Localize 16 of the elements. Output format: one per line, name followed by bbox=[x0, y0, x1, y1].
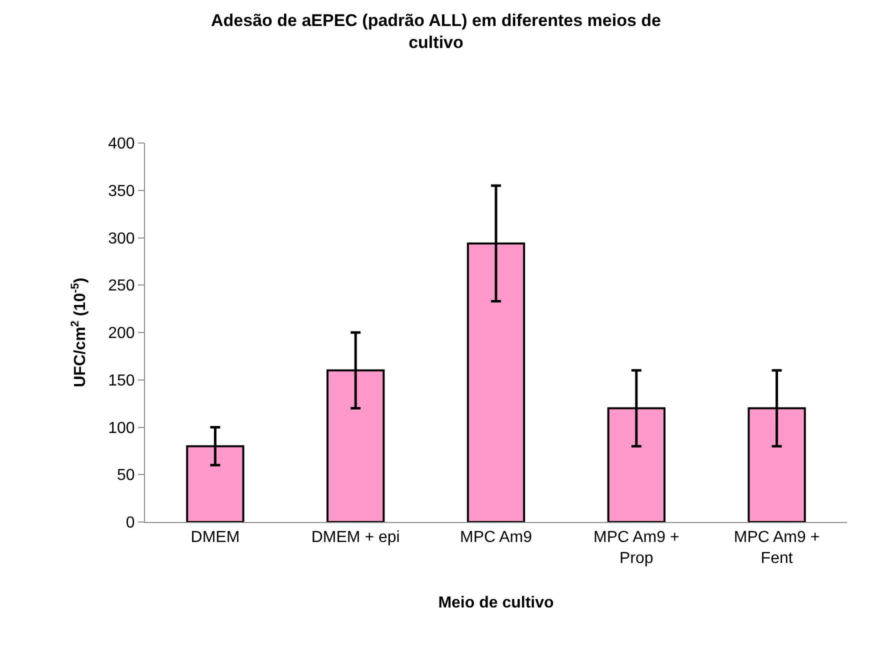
x-tick-label: DMEM bbox=[190, 529, 240, 546]
x-tick-label: MPC Am9 bbox=[460, 529, 532, 546]
y-tick-label: 400 bbox=[108, 136, 135, 153]
x-tick-label: MPC Am9 + Fent bbox=[734, 529, 820, 567]
y-tick-label: 200 bbox=[108, 325, 135, 342]
x-tick-label: MPC Am9 + Prop bbox=[593, 529, 680, 567]
chart-title: Adesão de aEPEC (padrão ALL) em diferentes meios de cultivo bbox=[211, 11, 661, 52]
x-tick-label: DMEM + epi bbox=[311, 529, 400, 546]
y-tick-label: 350 bbox=[108, 182, 135, 200]
y-tick-label: 300 bbox=[108, 230, 135, 248]
y-tick-label: 250 bbox=[108, 278, 135, 295]
y-tick-label: 50 bbox=[117, 467, 135, 484]
y-tick-label: 100 bbox=[108, 420, 135, 437]
y-tick-label: 150 bbox=[108, 372, 135, 390]
y-tick-label: 0 bbox=[126, 514, 135, 532]
x-axis-title: Meio de cultivo bbox=[438, 594, 554, 612]
